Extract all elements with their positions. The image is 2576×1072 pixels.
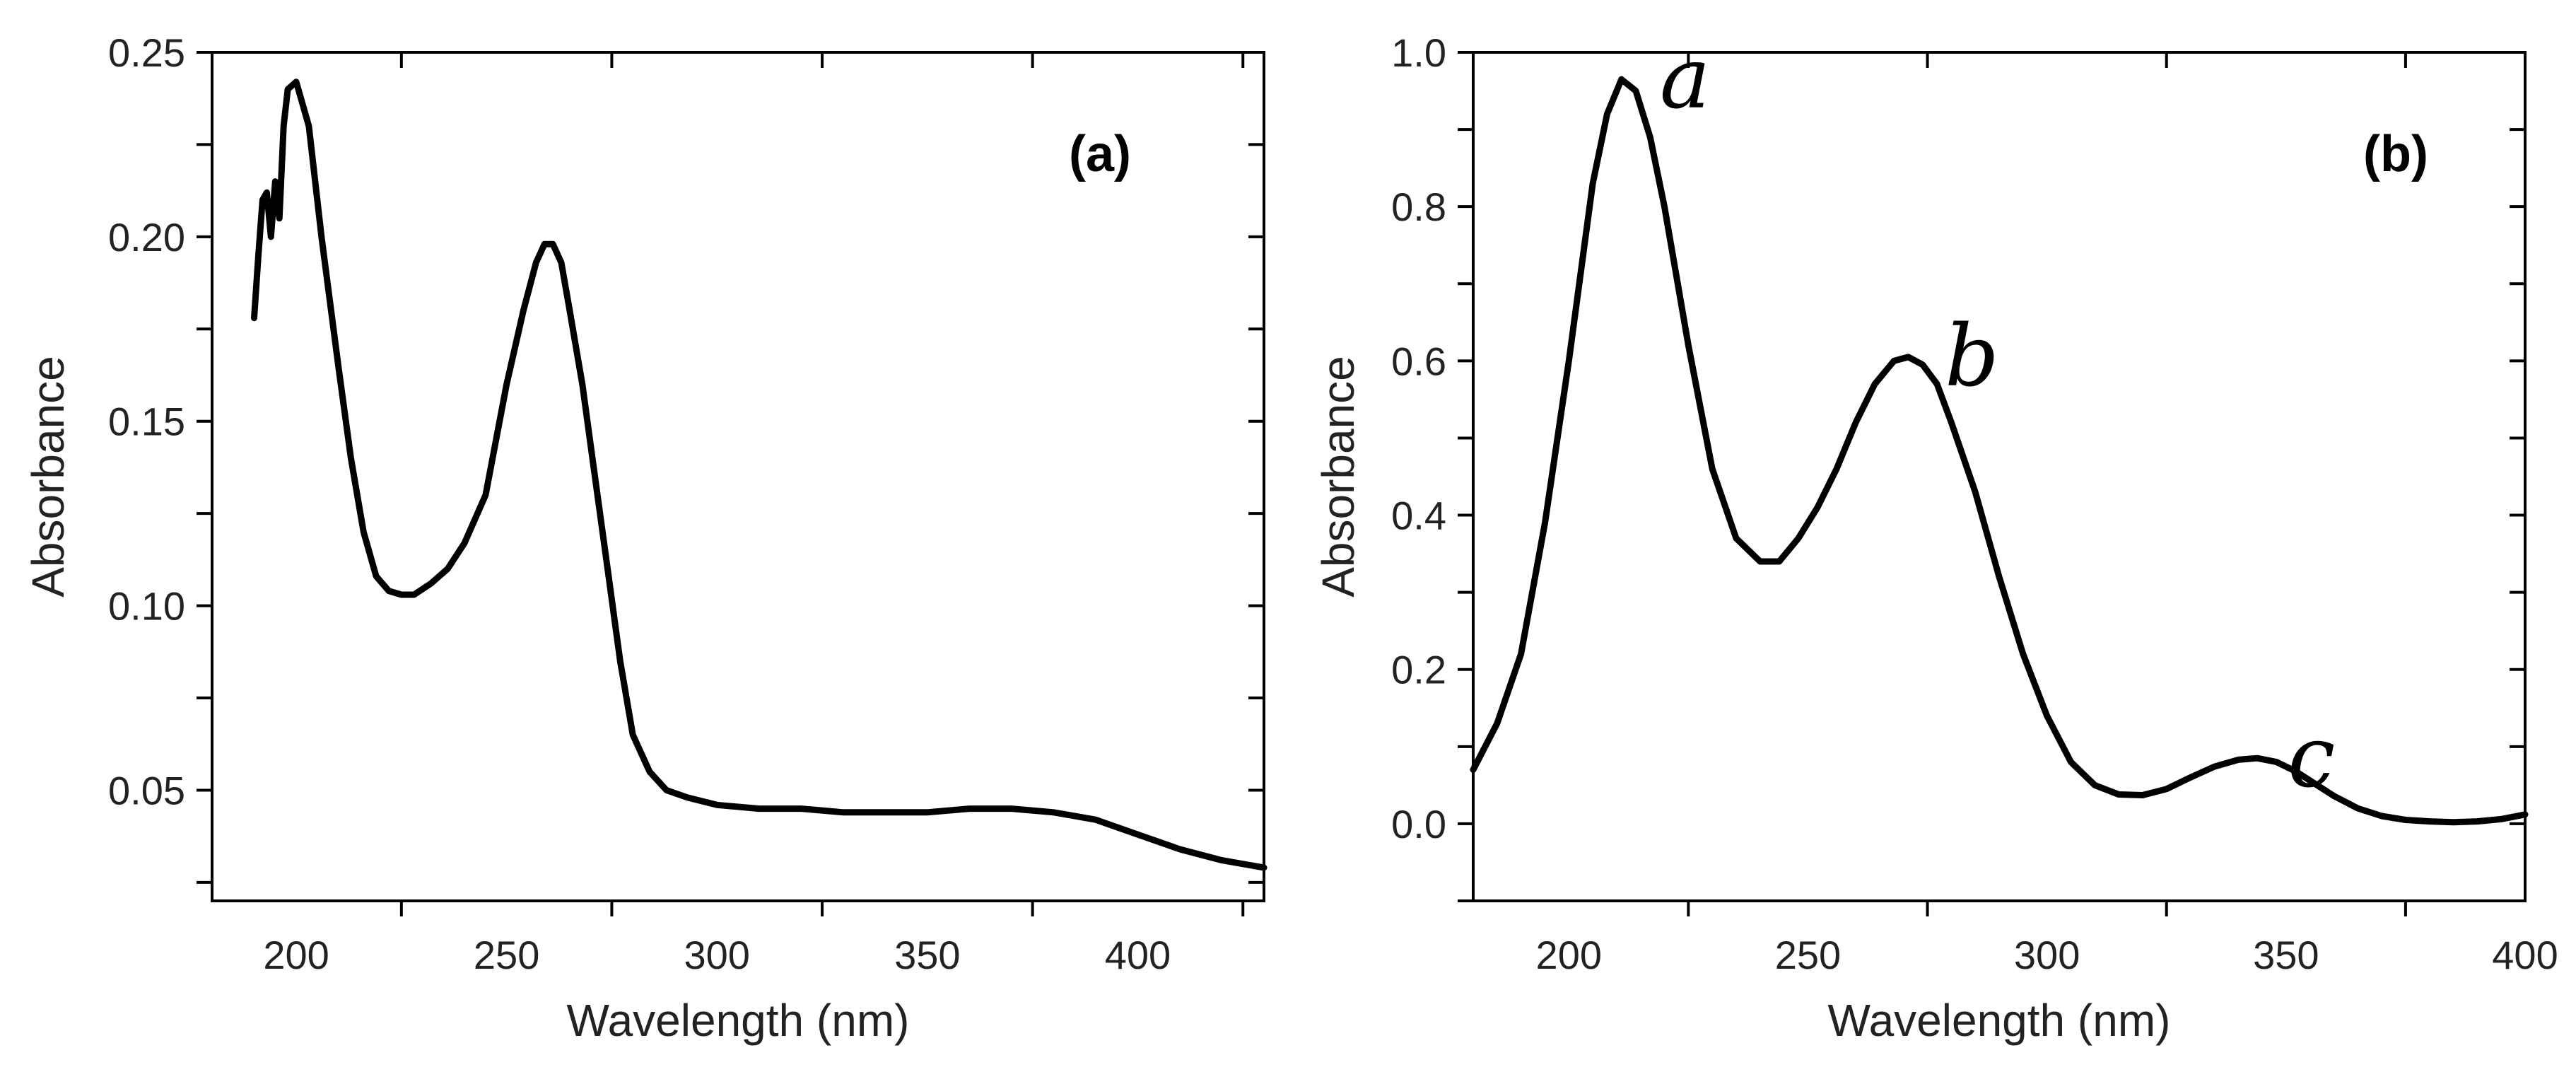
panel-b: 200 250 300 350 400 0.0 0.2 0.4 0.6 0.8 1.0 a b c (…: [1313, 30, 2558, 1046]
b-x-tick-label: 200: [1536, 933, 1602, 977]
a-y-tick-label: 0.05: [108, 768, 185, 812]
b-y-tick-label: 0.6: [1391, 339, 1446, 383]
panel-b-y-ticks: 0.0 0.2 0.4 0.6 0.8 1.0: [1391, 30, 2525, 902]
panel-b-frame: [1472, 51, 2527, 902]
b-x-tick-label: 300: [2014, 933, 2080, 977]
a-x-tick-label: 300: [684, 933, 750, 977]
panel-a-x-ticks: 200 250 300 350 400: [263, 52, 1245, 977]
panel-a-x-axis-title: Wavelength (nm): [567, 995, 910, 1046]
a-x-tick-label: 250: [474, 933, 539, 977]
panel-a: 200 250 300 350 400 0.05 0.10 0.15 0.20 0.25 (a)…: [23, 30, 1267, 1046]
b-x-tick-label: 250: [1775, 933, 1841, 977]
a-y-tick-label: 0.20: [108, 215, 185, 260]
panel-b-x-ticks: 200 250 300 350 400: [1536, 52, 2558, 977]
b-y-tick-label: 0.2: [1391, 648, 1446, 692]
b-y-tick-label: 1.0: [1391, 30, 1446, 75]
b-y-tick-label: 0.8: [1391, 185, 1446, 229]
peak-label-a: a: [1660, 30, 1711, 128]
panel-b-spectrum-line: [1470, 76, 2529, 826]
peak-label-b: b: [1945, 308, 1999, 406]
b-y-tick-label: 0.0: [1391, 802, 1446, 846]
b-x-tick-label: 400: [2492, 933, 2558, 977]
a-y-tick-label: 0.25: [108, 30, 185, 75]
panel-b-label: (b): [2363, 126, 2428, 182]
a-y-tick-label: 0.10: [108, 584, 185, 629]
panel-a-frame: [211, 51, 1265, 902]
panel-b-peak-labels: a b c: [1660, 30, 2335, 807]
panel-a-label: (a): [1069, 126, 1131, 182]
a-x-tick-label: 350: [894, 933, 960, 977]
b-x-tick-label: 350: [2253, 933, 2319, 977]
panel-a-y-ticks: 0.05 0.10 0.15 0.20 0.25: [108, 30, 1264, 884]
panel-b-y-axis-title: Absorbance: [1313, 356, 1364, 598]
b-y-tick-label: 0.4: [1391, 494, 1446, 538]
a-x-tick-label: 400: [1105, 933, 1171, 977]
panel-b-x-axis-title: Wavelength (nm): [1828, 995, 2171, 1046]
panel-a-y-axis-title: Absorbance: [23, 356, 74, 598]
a-x-tick-label: 200: [263, 933, 329, 977]
peak-label-c: c: [2288, 709, 2335, 807]
a-y-tick-label: 0.15: [108, 400, 185, 444]
panel-a-spectrum-line: [251, 78, 1267, 871]
